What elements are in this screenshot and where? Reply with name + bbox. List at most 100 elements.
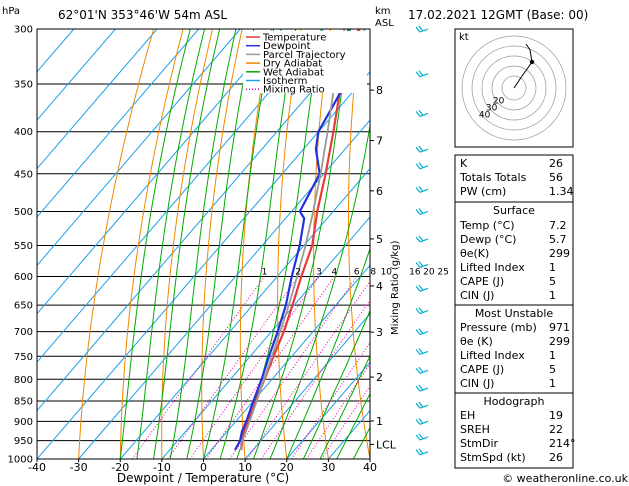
table-row-label: Totals Totals [459,171,527,184]
table-row-value: 19 [549,409,563,422]
table-row-value: 5 [549,363,556,376]
table-row-label: PW (cm) [460,185,506,198]
mixing-ratio-line [260,299,370,459]
x-tick-label: -10 [153,461,171,474]
wet-adiabat-line [336,392,370,459]
wind-barb [415,25,429,33]
hodograph-ring-label: 40 [479,110,491,120]
wind-barb [415,145,429,153]
wet-adiabat-line [302,309,370,459]
mixing-ratio-line [321,385,370,459]
height-tick-label: 2 [376,371,383,384]
legend-label: Dewpoint [263,41,311,52]
table-row-value: 214° [549,437,576,450]
table-row-label: Pressure (mb) [460,321,537,334]
wind-barb [415,401,429,409]
mixing-ratio-line [291,341,370,459]
isotherm-line [37,29,241,267]
legend-label: Mixing Ratio [263,85,325,96]
hodograph-ring [491,65,537,111]
height-tick-label: 6 [376,185,383,198]
pressure-tick-label: 1000 [8,455,33,466]
table-row-label: Lifted Index [460,261,525,274]
legend-label: Wet Adiabat [263,67,324,78]
isotherm-line [37,29,283,315]
height-tick-label: 5 [376,233,383,246]
wind-barb [415,162,429,170]
hodograph-ring [481,55,547,121]
hodograph-ring [461,35,567,141]
pressure-tick-label: 500 [14,207,33,218]
table-row-value: 1 [549,289,556,302]
wind-barb [415,261,429,269]
table-row-label: EH [460,409,475,422]
height-tick-label: 7 [376,135,383,148]
x-tick-label: 10 [238,461,252,474]
table-row-value: 5.7 [549,233,567,246]
isotherm-line [203,264,370,459]
table-row-value: 971 [549,321,570,334]
pressure-tick-label: 850 [14,396,33,407]
series-temperature [240,29,360,451]
mixing-ratio-label: 6 [354,268,360,278]
mixing-ratio-label: 2 [295,268,301,278]
table-row-label: K [460,157,468,170]
dry-adiabat-line [201,29,243,459]
legend-label: Dry Adiabat [263,59,322,70]
table-row-value: 1.34 [549,185,574,198]
mixing-ratio-line [229,276,358,459]
wet-adiabat-line [319,354,370,459]
x-tick-label: -40 [28,461,46,474]
height-tick-label: LCL [376,438,397,451]
table-row-label: θe (K) [460,335,493,348]
dry-adiabat-line [596,29,629,459]
mixing-ratio-labels: 1 2 3 4 6 8 10 16 20 25 [262,268,449,278]
wind-barb [415,433,429,441]
hodograph-table: Hodograph EH 19 SREH 22 StmDir 214° StmSpd (kt… [454,392,576,469]
wind-barbs [415,25,429,456]
pressure-tick-label: 600 [14,272,33,283]
pressure-tick-label: 400 [14,127,33,138]
isotherm-line [244,313,370,459]
table-row-value: 1 [549,261,556,274]
table-row-value: 1 [549,349,556,362]
table-row-value: 26 [549,451,563,464]
isotherm-line [161,216,370,459]
km-label: km [375,6,391,17]
most-unstable-table: Most Unstable Pressure (mb) 971 θe (K) 299 L… [454,304,574,394]
wind-barb [415,70,429,78]
isotherm-line [286,361,370,459]
most-unstable-title: Most Unstable [475,307,554,320]
wind-barb [415,284,429,292]
wet-adiabat-line [203,29,275,459]
pressure-tick-label: 800 [14,375,33,386]
wind-barb [415,417,429,425]
isotherm-line [37,29,158,170]
hodograph-kt-label: kt [459,32,469,43]
x-tick-label: 0 [200,461,207,474]
table-row-label: CIN (J) [460,289,494,302]
mixing-ratio-label: 25 [437,268,448,278]
table-row-label: StmSpd (kt) [460,451,526,464]
hpa-label: hPa [2,6,20,17]
dry-adiabat-line [161,29,214,459]
pressure-tick-label: 950 [14,436,33,447]
wet-adiabat-line [119,29,191,459]
mixing-ratio-line [131,276,265,459]
copyright-footer: © weatheronline.co.uk [502,472,628,485]
table-row-label: CAPE (J) [460,363,504,376]
height-tick-label: 1 [376,415,383,428]
hodograph-ring [471,45,557,131]
wind-barb [415,307,429,315]
dry-adiabat-line [567,29,629,459]
mixing-ratio-label: 4 [331,268,337,278]
isotherm-line [37,29,116,121]
pressure-tick-label: 700 [14,327,33,338]
x-tick-label: 40 [363,461,377,474]
pressure-tick-label: 300 [14,25,33,36]
surface-table: Surface Temp (°C) 7.2 Dewp (°C) 5.7 θe(K) 299… [454,201,574,306]
table-row-value: 7.2 [549,219,567,232]
mixing-ratio-label: 8 [370,268,376,278]
legend-label: Temperature [262,33,326,44]
